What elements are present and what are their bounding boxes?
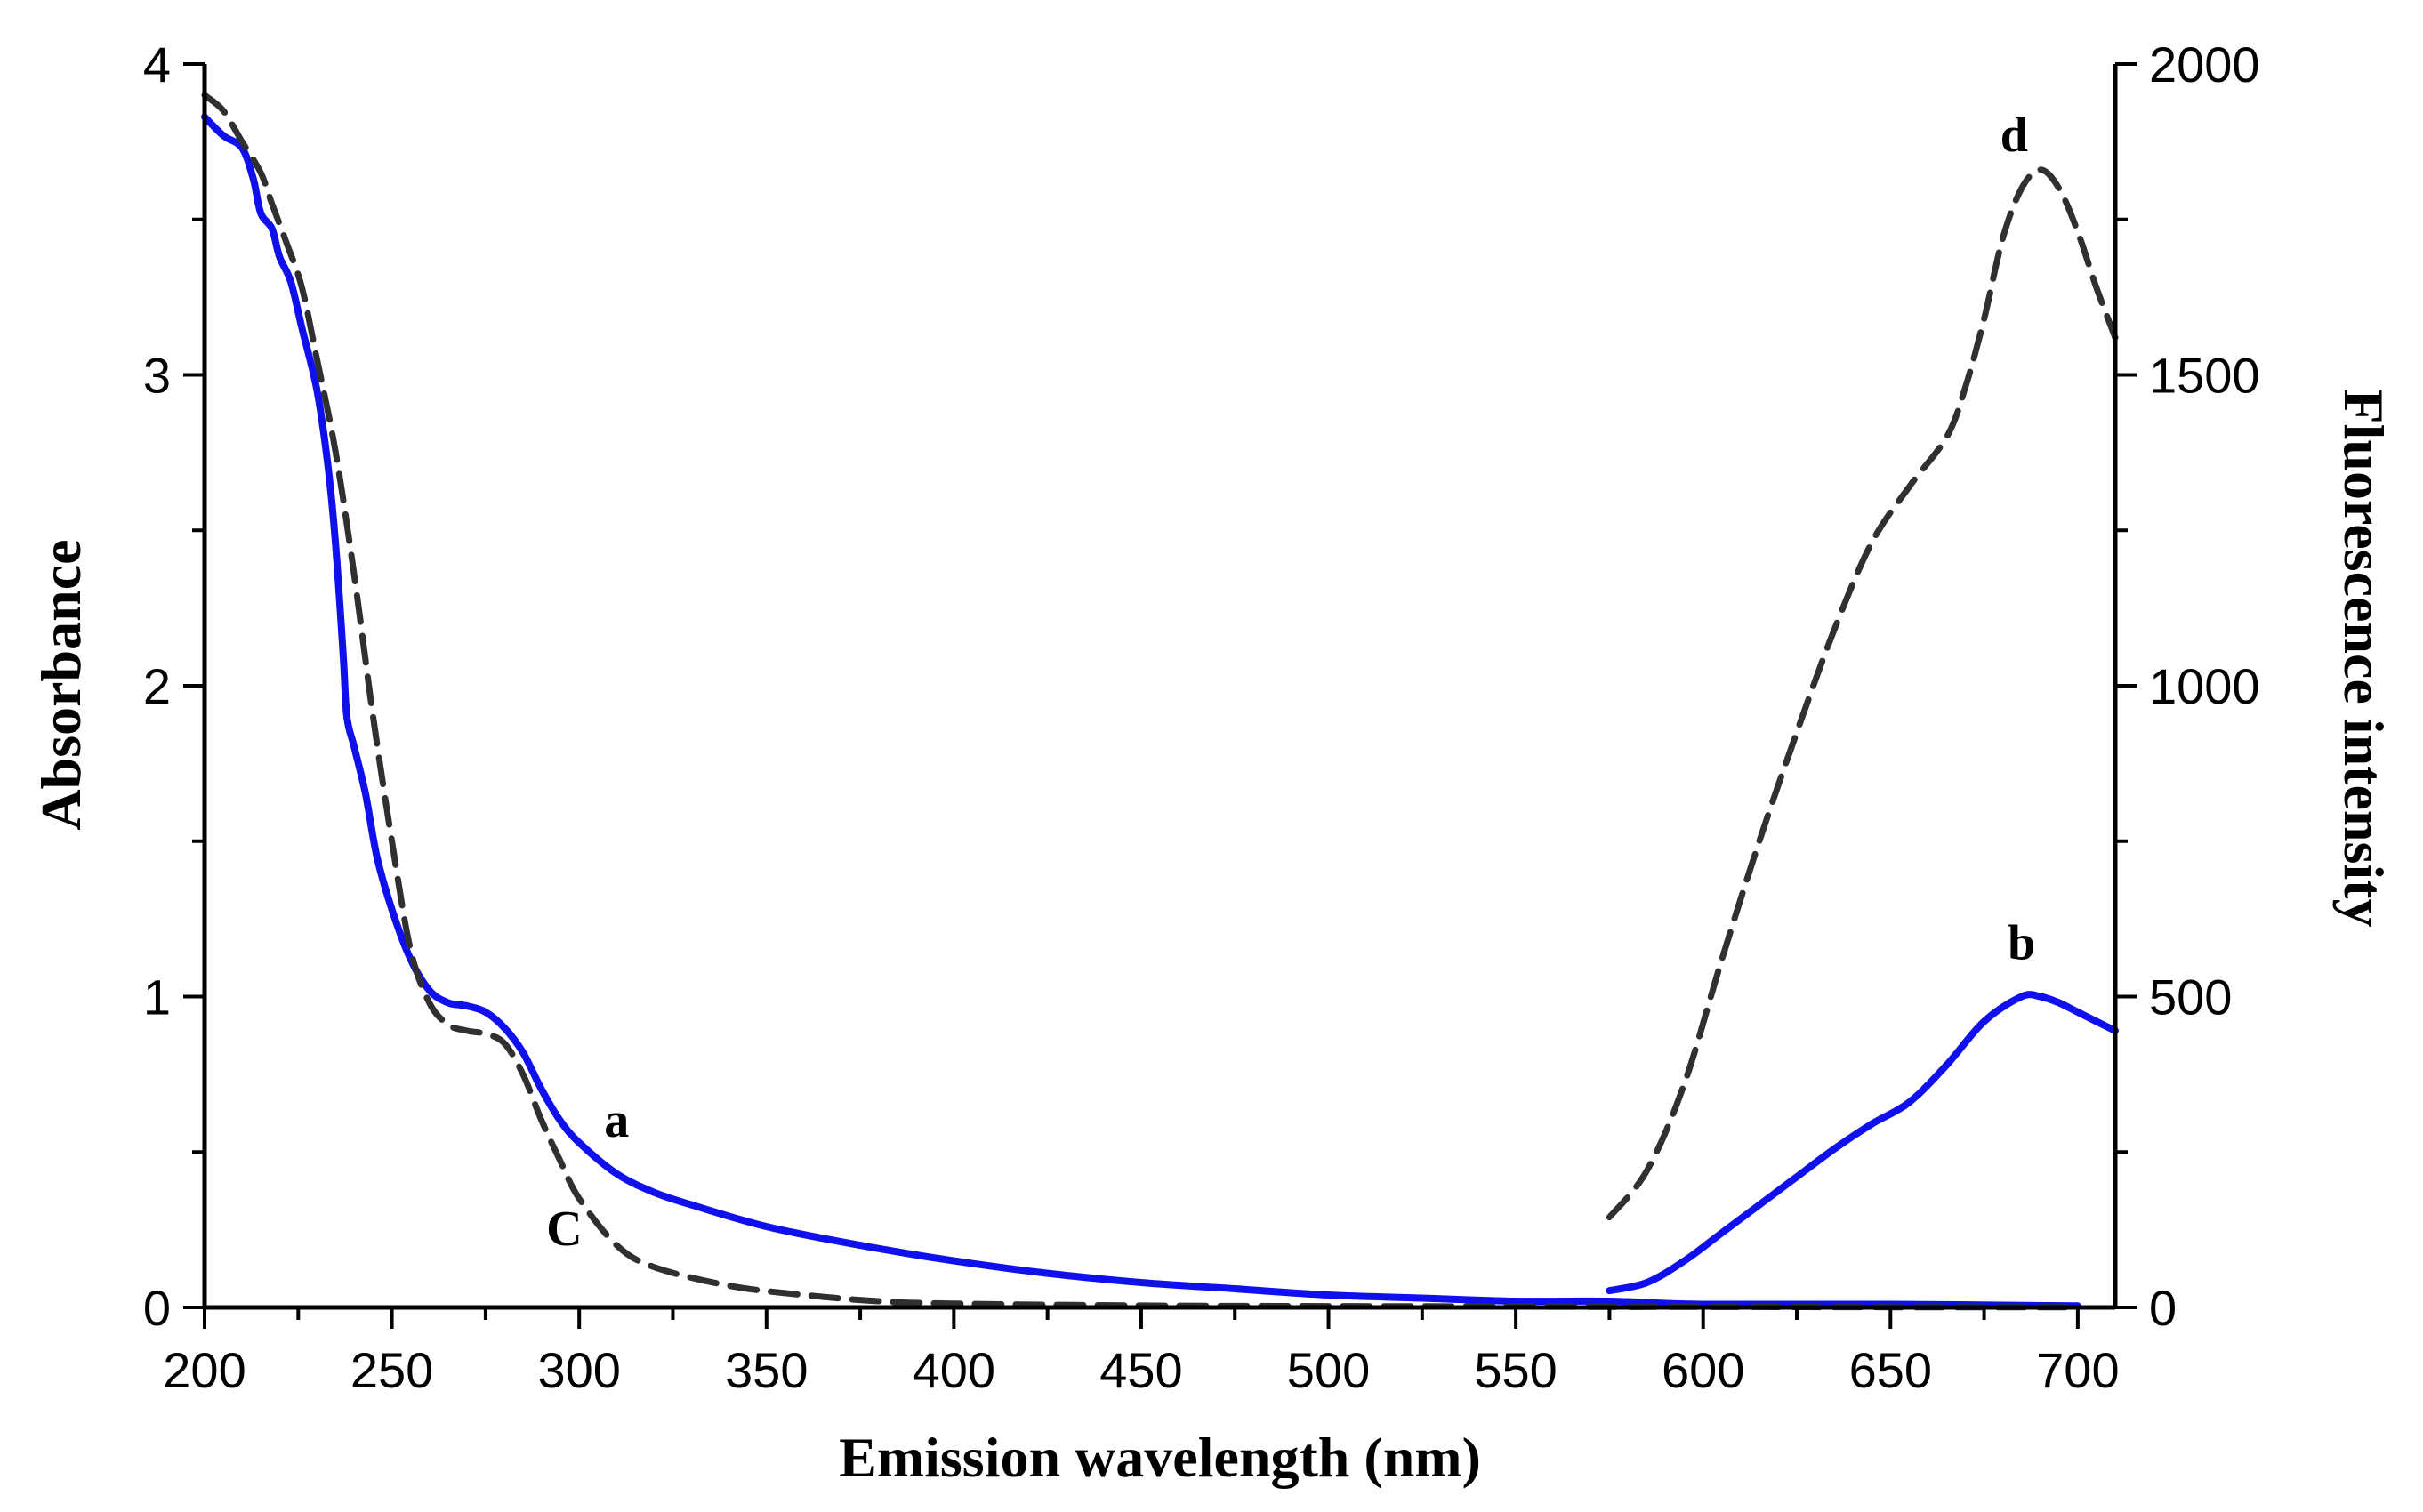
series-a-label: a [604,1093,629,1148]
x-tick-label: 650 [1849,1342,1932,1398]
y-right-tick-label: 2000 [2149,36,2260,92]
y-axis-left-title: Absorbance [29,539,93,830]
series-b-label: b [2008,916,2035,971]
x-tick-label: 350 [725,1342,808,1398]
y-left-tick-label: 1 [143,969,171,1025]
curve-labels: aCb d [546,108,2035,1257]
tick-labels: 200 250 300 350 400 450 500 550 600 650 700 0 1 2 3 4 0 5… [143,36,2260,1398]
series-a-line [201,113,2081,1310]
y-left-tick-label: 2 [143,658,171,714]
ticks [183,62,2137,1329]
y-axis-right-title: Fluorescence intensity [2332,390,2395,928]
series-c-line [201,92,2081,1311]
series-d-label: d [2000,108,2028,163]
series-c-label: C [546,1202,582,1257]
y-left-tick-label: 3 [143,348,171,404]
x-tick-label: 550 [1474,1342,1557,1398]
x-tick-label: 300 [537,1342,620,1398]
series-d-line [1606,166,2119,1221]
x-tick-label: 250 [350,1342,433,1398]
x-tick-label: 400 [913,1342,995,1398]
x-tick-label: 200 [163,1342,246,1398]
x-tick-label: 500 [1287,1342,1370,1398]
y-right-tick-label: 0 [2149,1280,2177,1336]
x-tick-label: 600 [1662,1342,1744,1398]
x-axis-title: Emission wavelength (nm) [839,1426,1481,1489]
y-right-tick-label: 1500 [2149,348,2260,404]
series-b-line [1606,991,2119,1295]
x-tick-label: 450 [1099,1342,1182,1398]
y-right-tick-label: 1000 [2149,658,2260,714]
y-right-tick-label: 500 [2149,969,2232,1025]
y-left-tick-label: 4 [143,36,171,92]
y-left-tick-label: 0 [143,1280,171,1336]
x-tick-label: 700 [2036,1342,2119,1398]
axes [202,64,2118,1310]
plot-curves [201,92,2119,1311]
